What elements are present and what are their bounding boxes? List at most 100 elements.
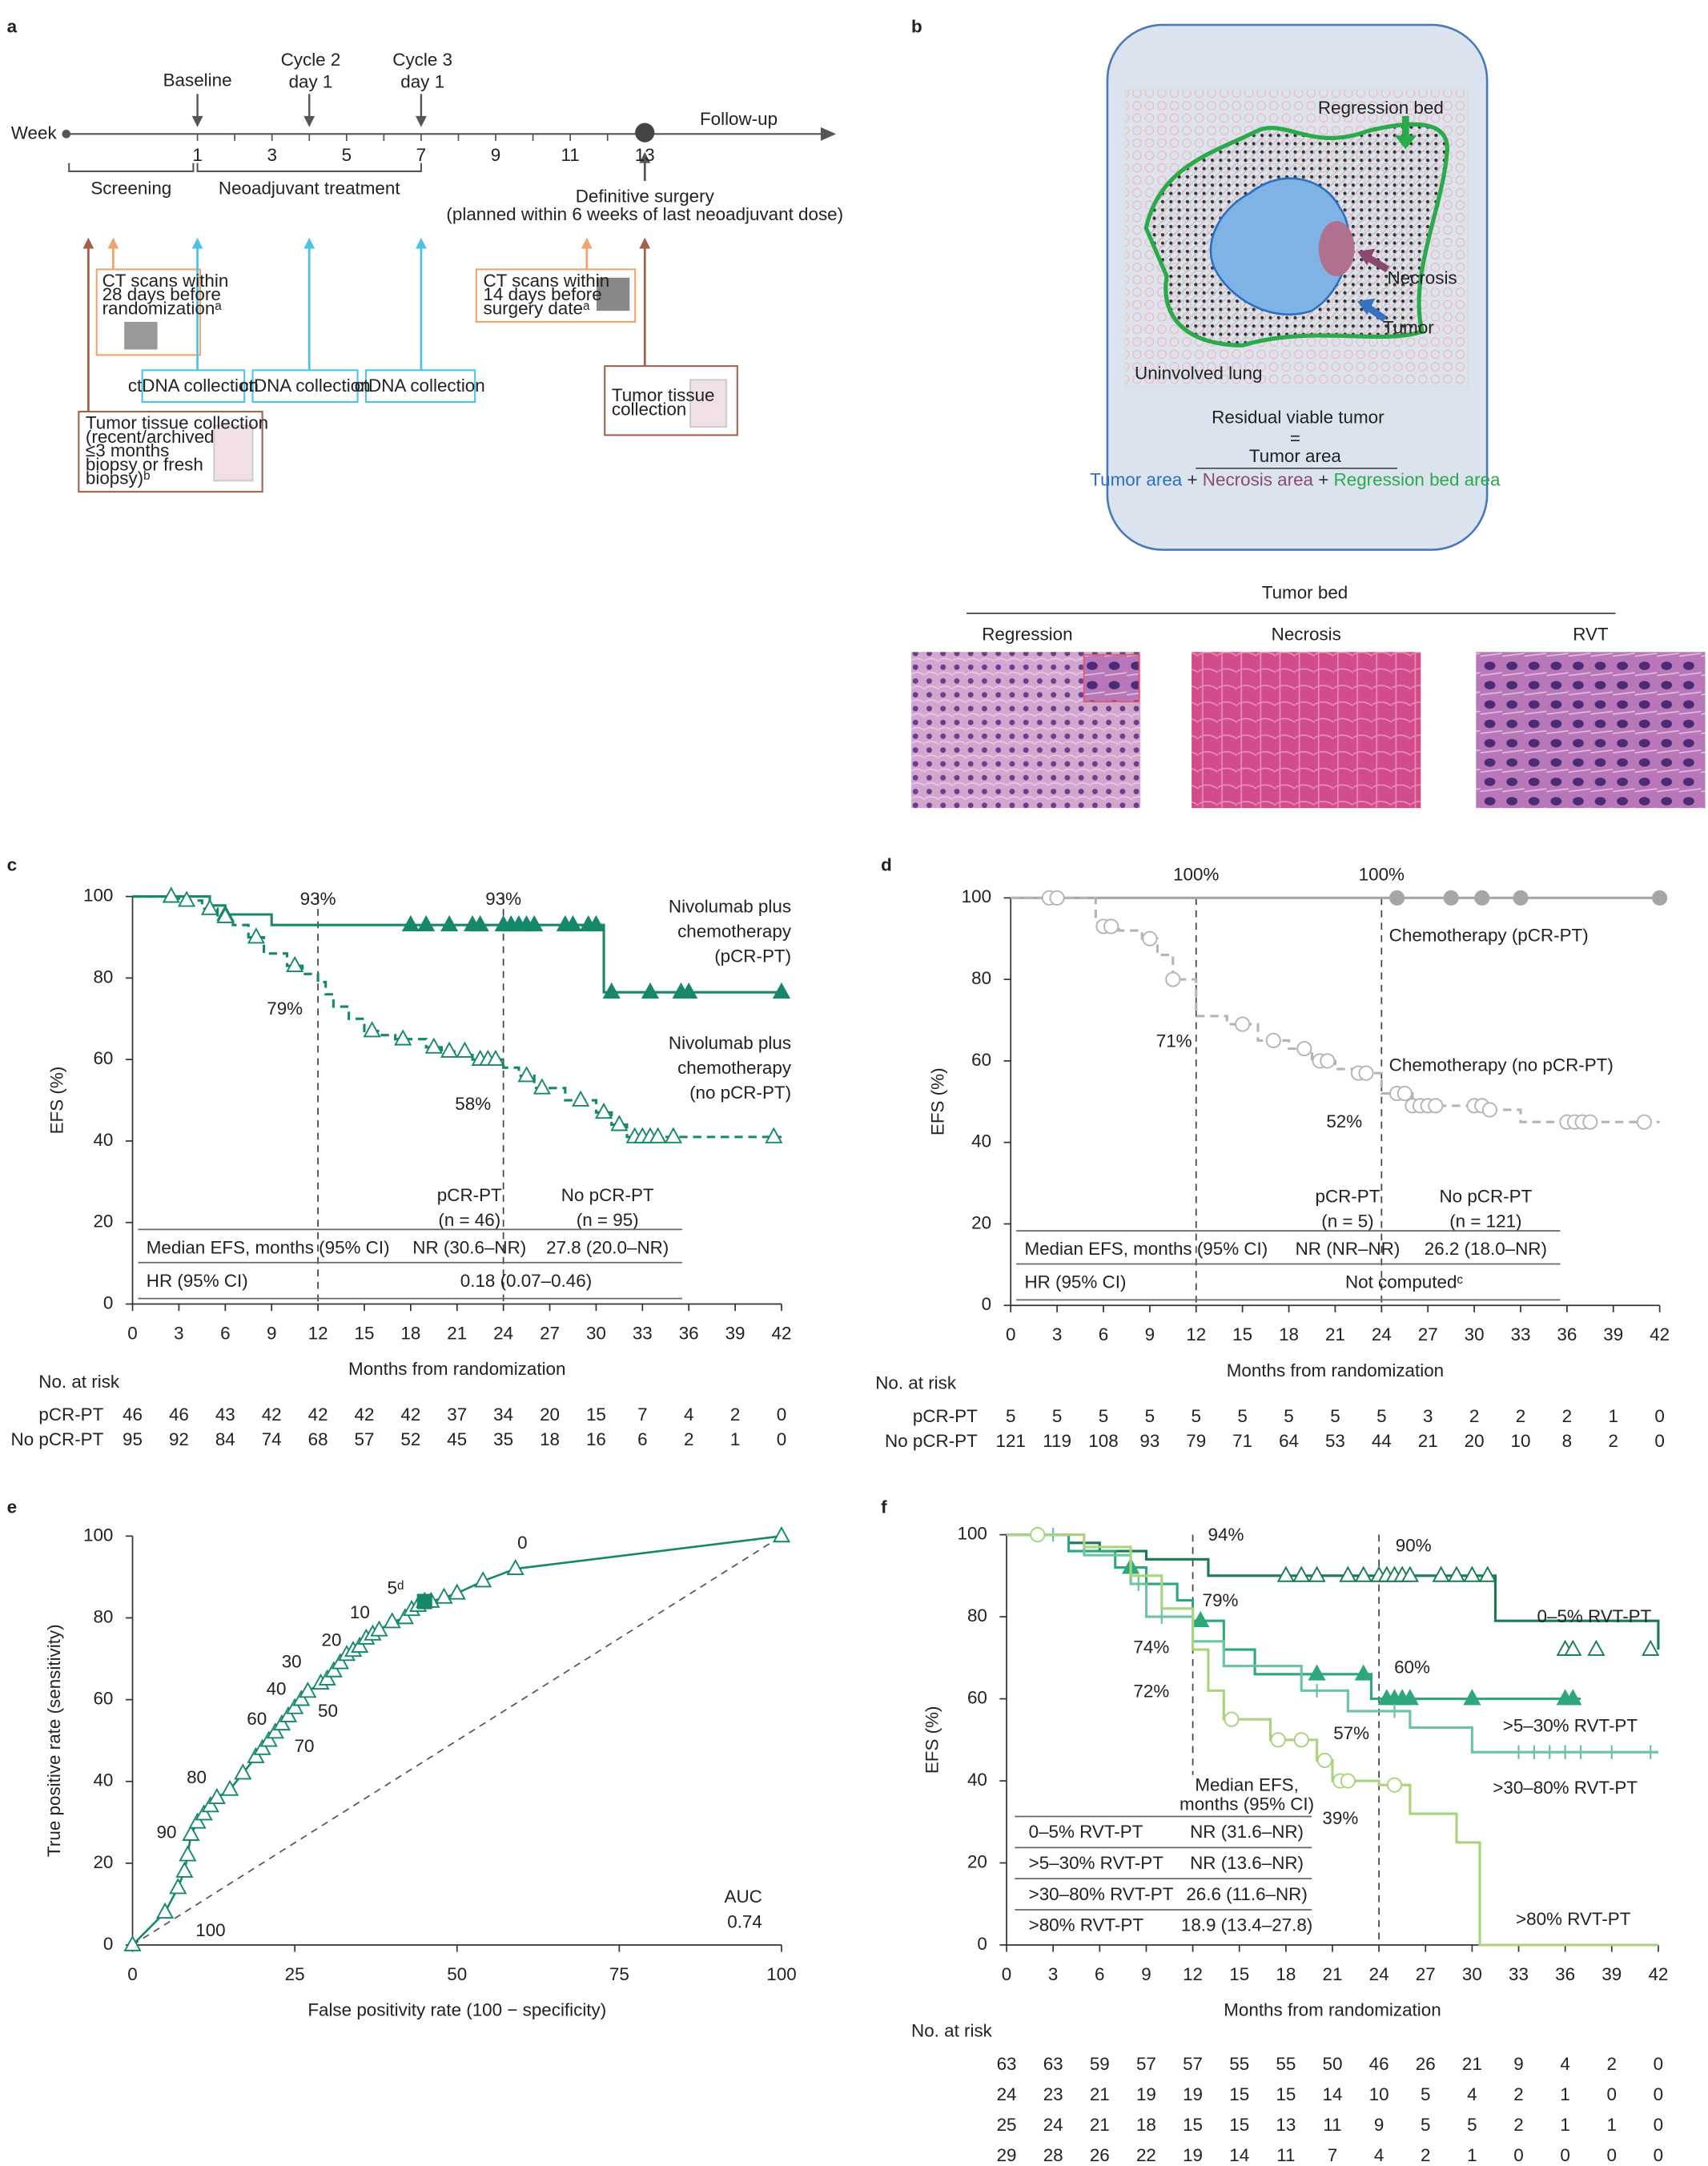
- risk-count: 0: [777, 1404, 786, 1425]
- risk-count: 84: [215, 1429, 235, 1449]
- arrow-head: [82, 237, 94, 249]
- risk-count: 0: [1513, 2145, 1523, 2165]
- event-label: Baseline: [163, 70, 232, 90]
- censor-mark: [247, 1746, 265, 1763]
- censor-mark: [234, 1763, 252, 1780]
- censor-mark: [188, 1812, 207, 1829]
- censor-mark: [331, 1653, 349, 1670]
- x-tick-label: 30: [1462, 1964, 1482, 1984]
- censor-mark: [1527, 1745, 1541, 1759]
- x-tick-label: 0: [127, 1323, 137, 1343]
- axis-label: Week: [11, 123, 58, 143]
- micrograph: [1476, 652, 1706, 809]
- x-tick-label: 33: [1511, 1324, 1531, 1344]
- x-tick-label: 39: [725, 1323, 745, 1343]
- landmark-label: 79%: [267, 999, 303, 1019]
- event-label: Cycle 3: [392, 50, 452, 70]
- x-tick-label: 27: [1416, 1964, 1436, 1984]
- table-header: (n = 121): [1449, 1212, 1521, 1232]
- box-text: collection: [612, 399, 686, 419]
- threshold-label: 80: [187, 1767, 207, 1787]
- risk-count: 5: [1052, 1406, 1062, 1426]
- box-text: (recent/archived: [86, 427, 215, 447]
- censor-mark: [532, 1078, 551, 1095]
- panel-label: b: [911, 16, 922, 36]
- ct-box: [95, 268, 202, 356]
- risk-count: 59: [1090, 2054, 1110, 2074]
- risk-count: 1: [1560, 2115, 1569, 2135]
- censor-mark: [471, 914, 489, 932]
- censor-mark: [1513, 890, 1529, 906]
- censor-mark: [440, 914, 459, 932]
- region-label: Necrosis: [1387, 267, 1457, 287]
- risk-count: 22: [1136, 2145, 1156, 2165]
- censor-mark: [649, 1127, 667, 1143]
- threshold-label: 5ᵈ: [388, 1577, 404, 1597]
- risk-count: 2: [1421, 2145, 1430, 2165]
- censor-mark: [351, 1636, 369, 1654]
- risk-count: 74: [262, 1429, 282, 1449]
- landmark-label: 100%: [1359, 865, 1405, 885]
- formula-term: Regression bed area: [1334, 469, 1501, 489]
- censor-mark: [221, 1779, 239, 1796]
- formula-term: +: [1182, 469, 1203, 489]
- tissue-icon: [213, 424, 254, 482]
- box-text: randomizationᵃ: [102, 298, 223, 318]
- x-tick-label: 27: [540, 1323, 560, 1343]
- risk-count: 14: [1323, 2084, 1343, 2104]
- risk-count: 57: [355, 1429, 375, 1449]
- x-tick-label: 24: [1372, 1324, 1392, 1344]
- week-label: 3: [267, 145, 276, 165]
- week-label: 9: [491, 145, 500, 165]
- risk-count: 95: [123, 1429, 143, 1449]
- arrow-head: [303, 115, 315, 127]
- censor-mark: [162, 886, 180, 903]
- risk-count: 0: [1654, 2084, 1663, 2104]
- y-tick-label: 0: [982, 1294, 991, 1314]
- censor-mark: [179, 1845, 197, 1862]
- censor-mark: [765, 1127, 783, 1143]
- risk-count: 5: [1006, 1406, 1015, 1426]
- risk-count: 37: [447, 1404, 467, 1425]
- risk-count: 4: [684, 1404, 693, 1425]
- censor-mark: [383, 1612, 401, 1629]
- arrow-head: [107, 237, 119, 249]
- box-text: CT scans within: [484, 271, 610, 291]
- censor-mark: [1354, 1664, 1372, 1681]
- y-tick-label: 40: [93, 1130, 113, 1150]
- table-cell: >80% RVT-PT: [1029, 1915, 1144, 1935]
- x-axis-label: Months from randomization: [348, 1359, 565, 1379]
- censor-mark: [1643, 1745, 1658, 1759]
- x-tick-label: 50: [447, 1964, 467, 1984]
- risk-count: 19: [1183, 2084, 1203, 2104]
- risk-title: No. at risk: [911, 2021, 993, 2041]
- landmark-label: 71%: [1156, 1031, 1192, 1051]
- risk-count: 9: [1374, 2115, 1384, 2135]
- box-text: ctDNA collection: [240, 376, 371, 396]
- censor-mark: [1481, 1102, 1497, 1118]
- censor-mark: [1652, 890, 1668, 906]
- censor-mark: [525, 914, 544, 932]
- risk-count: 5: [1192, 1406, 1201, 1426]
- censor-mark: [1235, 1016, 1251, 1032]
- censor-mark: [1428, 1098, 1444, 1114]
- ct-icon: [124, 321, 158, 350]
- y-tick-label: 0: [977, 1934, 987, 1954]
- x-tick-label: 36: [1557, 1324, 1577, 1344]
- event-label: day 1: [400, 71, 444, 91]
- risk-count: 7: [1328, 2145, 1337, 2165]
- necrosis-region: [1318, 221, 1355, 277]
- x-tick-label: 36: [679, 1323, 699, 1343]
- surgery-label: Definitive surgery: [576, 187, 715, 207]
- x-tick-label: 75: [609, 1964, 629, 1984]
- censor-mark: [1387, 1704, 1402, 1718]
- censor-mark: [1463, 1565, 1481, 1582]
- x-tick-label: 18: [1279, 1324, 1299, 1344]
- censor-mark: [247, 927, 265, 944]
- risk-count: 21: [1418, 1431, 1438, 1451]
- x-axis-label: Months from randomization: [1224, 2000, 1441, 2020]
- landmark-label: 52%: [1326, 1111, 1362, 1131]
- x-tick-label: 24: [493, 1323, 513, 1343]
- threshold-label: 40: [267, 1678, 287, 1698]
- series-label: (no pCR-PT): [689, 1083, 791, 1103]
